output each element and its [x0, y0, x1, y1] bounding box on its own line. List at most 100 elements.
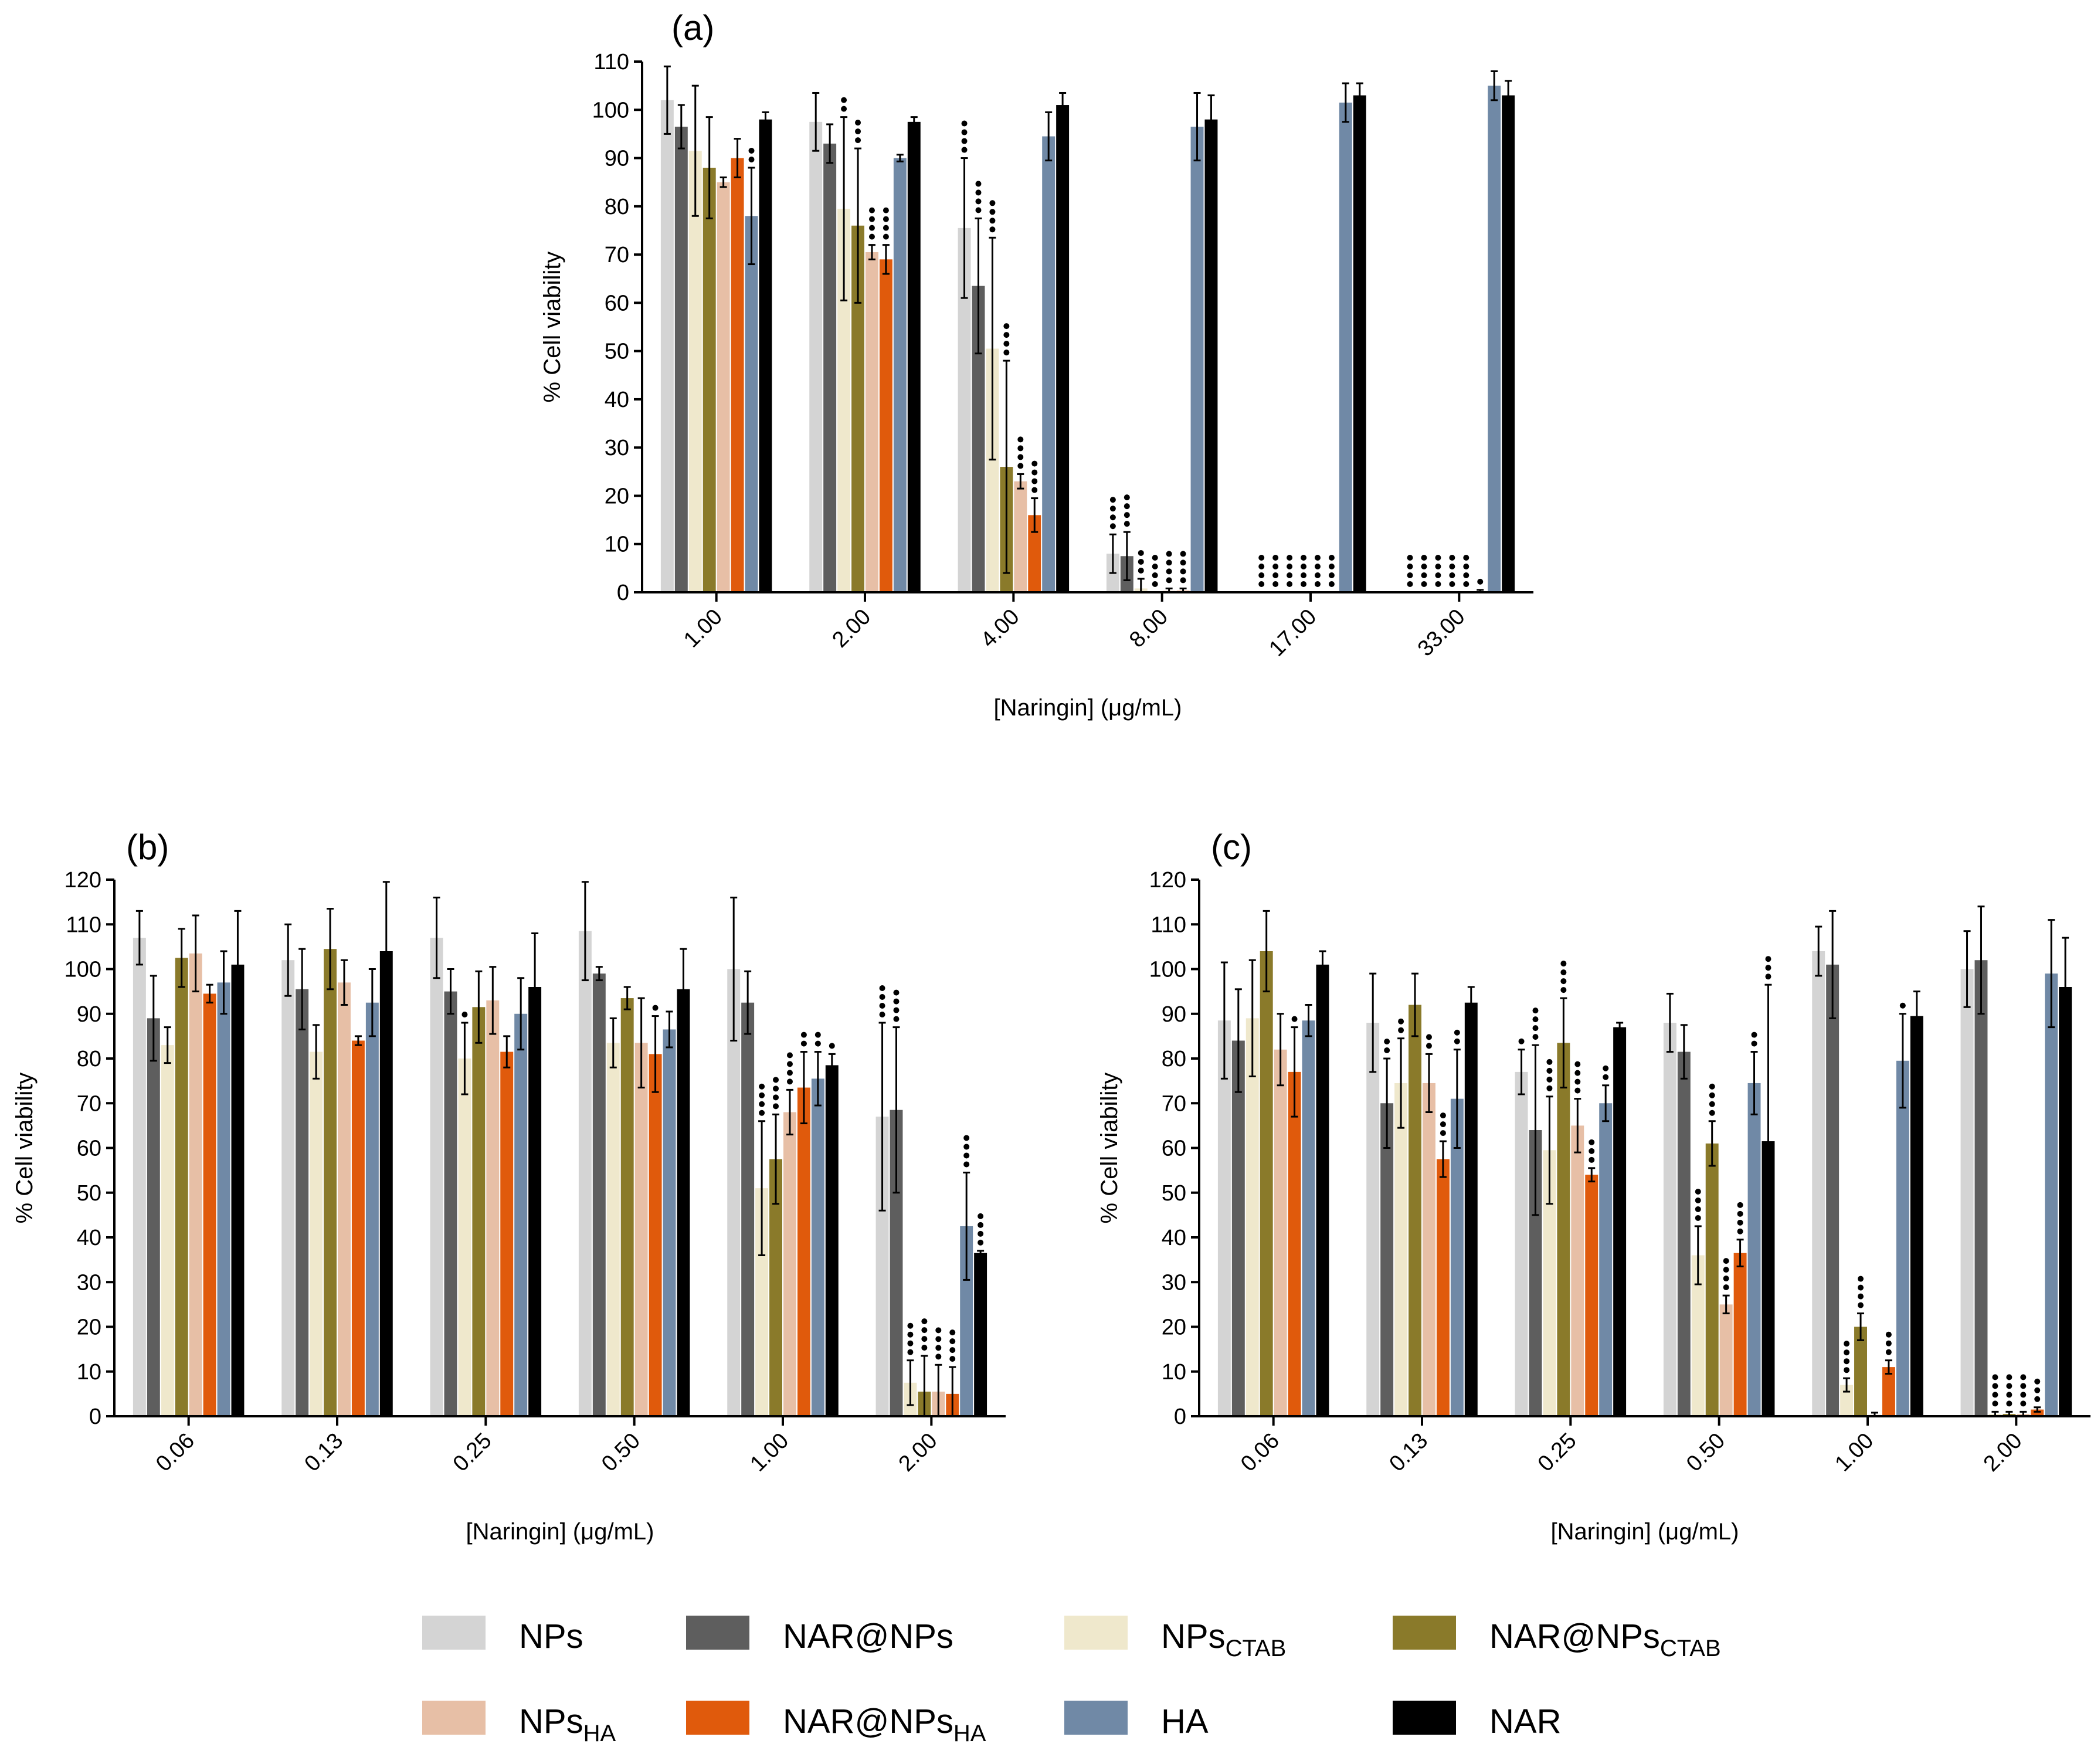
y-tick-label: 70: [605, 243, 629, 267]
significance-star: [1421, 572, 1427, 578]
bar: [514, 1013, 528, 1416]
significance-star: [1166, 559, 1172, 566]
panel-label: (c): [1211, 827, 1252, 867]
bar: [592, 973, 606, 1416]
significance-star: [1532, 1025, 1539, 1032]
legend-label: NPsHA: [519, 1702, 616, 1746]
y-tick-label: 110: [1150, 912, 1186, 937]
bar: [1613, 1027, 1627, 1416]
bar: [727, 969, 741, 1416]
x-tick-label: 0.13: [300, 1429, 348, 1477]
significance-star: [1287, 581, 1293, 587]
significance-star: [1180, 577, 1186, 584]
bar: [1515, 1071, 1528, 1416]
significance-star: [1695, 1206, 1701, 1212]
significance-star: [868, 207, 875, 213]
significance-star: [2006, 1374, 2012, 1380]
significance-star: [1138, 567, 1144, 574]
significance-star: [2006, 1383, 2012, 1389]
bar: [133, 938, 146, 1416]
legend-swatch: [422, 1701, 486, 1735]
y-tick-label: 10: [77, 1360, 101, 1385]
significance-star: [1992, 1400, 1998, 1407]
bar: [1316, 964, 1329, 1416]
significance-star: [786, 1061, 793, 1067]
significance-star: [855, 137, 861, 144]
bar: [674, 127, 688, 592]
x-tick-label: 0.50: [597, 1429, 645, 1477]
significance-star: [907, 1331, 914, 1338]
x-tick-label: 1.00: [679, 605, 727, 653]
significance-star: [975, 207, 982, 213]
panel-label: (b): [126, 827, 169, 867]
significance-star: [978, 1213, 984, 1219]
bar: [606, 1043, 620, 1416]
significance-star: [1314, 581, 1321, 587]
significance-star: [2020, 1374, 2027, 1380]
significance-star: [1152, 564, 1158, 569]
significance-star: [773, 1103, 779, 1110]
significance-star: [883, 225, 889, 231]
significance-star: [961, 147, 968, 153]
y-tick-label: 20: [605, 484, 629, 508]
bar: [1691, 1255, 1705, 1416]
significance-star: [883, 233, 889, 240]
significance-star: [879, 985, 885, 991]
bar: [960, 1226, 973, 1416]
y-tick-label: 50: [77, 1181, 101, 1206]
significance-star: [2020, 1400, 2027, 1407]
bar: [702, 168, 716, 592]
bar: [1585, 1175, 1599, 1416]
panel-c: (c) 0 10 20 30 40 50 60 70 80 90 100 110 120 % Cell vi…: [1097, 827, 2090, 1545]
significance-star: [1723, 1258, 1729, 1264]
bar: [755, 1188, 769, 1416]
legend-label: NAR@NPsCTAB: [1489, 1617, 1721, 1661]
significance-star: [961, 138, 968, 144]
y-tick-label: 40: [77, 1226, 101, 1250]
significance-star: [1899, 1002, 1906, 1009]
significance-star: [1765, 956, 1771, 962]
bar: [217, 982, 230, 1416]
significance-star: [879, 994, 885, 1000]
significance-star: [1463, 555, 1469, 561]
significance-star: [949, 1338, 956, 1345]
y-tick-label: 90: [77, 1002, 101, 1027]
bar: [620, 998, 634, 1416]
bar: [1450, 1098, 1464, 1416]
significance-star: [907, 1340, 914, 1346]
x-tick-label: 0.50: [1682, 1429, 1730, 1477]
bar: [890, 1110, 903, 1416]
significance-star: [2034, 1396, 2041, 1402]
y-tick-label: 100: [65, 958, 101, 982]
bar: [1747, 1083, 1761, 1416]
bar: [1245, 1018, 1259, 1416]
legend-swatch: [686, 1701, 749, 1735]
legend-label: NAR@NPsHA: [783, 1702, 986, 1746]
bar: [769, 1159, 782, 1416]
significance-star: [963, 1161, 970, 1168]
significance-star: [1765, 965, 1771, 971]
y-tick-label: 40: [605, 388, 629, 412]
bar: [1733, 1253, 1747, 1416]
significance-star: [963, 1152, 970, 1159]
significance-star: [1109, 514, 1116, 521]
y-tick-label: 0: [89, 1405, 101, 1429]
x-tick-label: 0.06: [1236, 1429, 1284, 1477]
significance-star: [963, 1144, 970, 1150]
significance-star: [1301, 581, 1307, 587]
significance-star: [1328, 555, 1335, 561]
y-tick-label: 60: [1162, 1137, 1186, 1161]
panel-b: (b) 0 10 20 30 40 50 60 70 80 90 100 110 120 % Cell vi…: [12, 827, 1006, 1545]
significance-star: [1003, 341, 1010, 347]
significance-star: [949, 1347, 956, 1353]
significance-star: [935, 1327, 942, 1334]
significance-star: [868, 233, 875, 240]
significance-star: [907, 1322, 914, 1329]
significance-star: [1765, 973, 1771, 980]
panel-a: (a) 0 10 20 30 40 50 60 70 80 90 100 110 % Cell viabi…: [539, 8, 1533, 721]
bar: [379, 951, 393, 1416]
significance-star: [1291, 1016, 1298, 1022]
x-axis-title: [Naringin] (μg/mL): [994, 695, 1182, 721]
y-axis-title: % Cell viability: [539, 252, 565, 403]
significance-star: [1138, 558, 1144, 565]
